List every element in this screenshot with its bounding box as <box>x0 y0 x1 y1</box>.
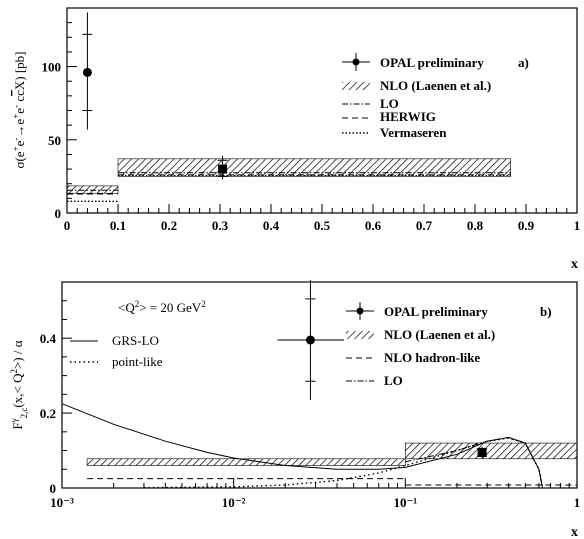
panel-a-xtick-label-7: 0.7 <box>416 218 433 233</box>
legend-a-herwig-label: HERWIG <box>380 109 436 124</box>
panel-b-xtick-label-3: 1 <box>574 495 581 510</box>
panel-a-nlo-band-0 <box>66 185 119 194</box>
panel-b-nlo-band-group <box>86 442 578 466</box>
panel-b-legend-right: OPAL preliminary b) NLO (Laenen et al.) … <box>346 302 552 388</box>
legend-b-panel-label: b) <box>540 304 552 319</box>
panel-b-curve-lo <box>405 436 544 489</box>
panel-a-xlabel: x <box>571 257 578 272</box>
legend-b-hadron-label: NLO hadron-like <box>384 350 480 365</box>
panel-b-xtick-label-2: 10⁻¹ <box>393 495 417 510</box>
panel-a-legend: OPAL preliminary a) NLO (Laenen et al.) … <box>342 53 529 140</box>
legend-a-panel-label: a) <box>518 55 529 70</box>
panel-a-xtick-label-10: 1 <box>574 218 581 233</box>
panel-a-curves-group <box>67 172 511 202</box>
panel-a-nlo-band-1 <box>117 158 512 177</box>
legend-a-nlo-label: NLO (Laenen et al.) <box>380 78 491 93</box>
panel-b-nlo-band-1 <box>405 442 578 460</box>
panel-a-xtick-label-3: 0.3 <box>212 218 229 233</box>
panel-a-ytick-label-1: 50 <box>48 133 61 148</box>
panel-a-xtick-label-2: 0.2 <box>161 218 177 233</box>
panel-b-ytick-label-0: 0 <box>50 481 57 496</box>
legend-b-opal-marker <box>356 307 364 315</box>
panel-a-ytick-label-2: 100 <box>42 60 62 75</box>
panel-a-nlo-band-group <box>66 158 512 194</box>
panel-a-frame <box>66 7 578 214</box>
panel-b-point-1-marker <box>477 447 487 457</box>
panel-b-points-group <box>277 280 488 459</box>
panel-a-ytick-label-0: 0 <box>55 206 62 221</box>
panel-a-point-1-marker <box>218 164 228 174</box>
panel-b-legend-left: GRS-LO point-like <box>70 333 163 369</box>
panel-b-point-0-marker <box>305 335 315 345</box>
panel-a-point-0-marker <box>82 67 92 77</box>
panel-a-xtick-label-9: 0.9 <box>518 218 535 233</box>
panel-a-ylabel: σ(e+e-→e+e- ccX) [pb] <box>11 51 27 168</box>
panel-a-xtick-label-8: 0.8 <box>467 218 484 233</box>
panel-b-xlabel: x <box>571 525 578 539</box>
panel-b: 10⁻³ 10⁻² 10⁻¹ 100.20.4 Fγ2,c(x,< Q2>) / α … <box>9 280 580 539</box>
panel-a-xtick-label-4: 0.4 <box>263 218 280 233</box>
panel-a-points-group <box>82 12 228 180</box>
legend-a-opal-label: OPAL preliminary <box>380 55 484 70</box>
panel-b-ytick-label-2: 0.4 <box>40 331 57 346</box>
legend-b-grs-label: GRS-LO <box>112 333 159 348</box>
panel-a-xtick-label-5: 0.5 <box>314 218 331 233</box>
legend-a-vermaseren-label: Vermaseren <box>380 125 447 140</box>
panel-b-curves-group <box>61 403 577 489</box>
legend-b-nlo-label: NLO (Laenen et al.) <box>384 327 495 342</box>
legend-b-nlo-swatch <box>346 331 374 339</box>
panel-b-annotation: <Q2> = 20 GeV2 <box>118 299 206 315</box>
panel-b-ticks-group: 10⁻³ 10⁻² 10⁻¹ 1 0 0.2 0.4 <box>40 281 581 510</box>
legend-b-opal-label: OPAL preliminary <box>384 304 488 319</box>
panel-b-xtick-label-0: 10⁻³ <box>50 495 74 510</box>
legend-a-nlo-swatch <box>342 82 370 90</box>
panel-a-ticks-group: 0 0.1 0.2 0.3 0.4 0.5 0.6 0.7 0.8 0.9 1 0 50 100 <box>42 7 581 233</box>
panel-a-xtick-label-0: 0 <box>64 218 71 233</box>
panel-b-ylabel: Fγ2,c(x,< Q2>) / α <box>9 340 29 429</box>
legend-b-pointlike-label: point-like <box>112 354 163 369</box>
panel-a-xtick-label-6: 0.6 <box>365 218 382 233</box>
panel-b-nlo-band-0 <box>86 458 406 466</box>
legend-a-lo-label: LO <box>380 96 399 111</box>
panel-a: 0 0.1 0.2 0.3 0.4 0.5 0.6 0.7 0.8 0.9 1 0 50 100 σ(e+… <box>11 7 581 272</box>
panel-b-xtick-label-1: 10⁻² <box>222 495 246 510</box>
legend-a-opal-marker <box>352 58 360 66</box>
panel-a-xtick-label-1: 0.1 <box>110 218 126 233</box>
panel-b-ytick-label-1: 0.2 <box>40 406 56 421</box>
legend-b-lo-label: LO <box>384 373 403 388</box>
panel-b-frame <box>61 281 578 489</box>
